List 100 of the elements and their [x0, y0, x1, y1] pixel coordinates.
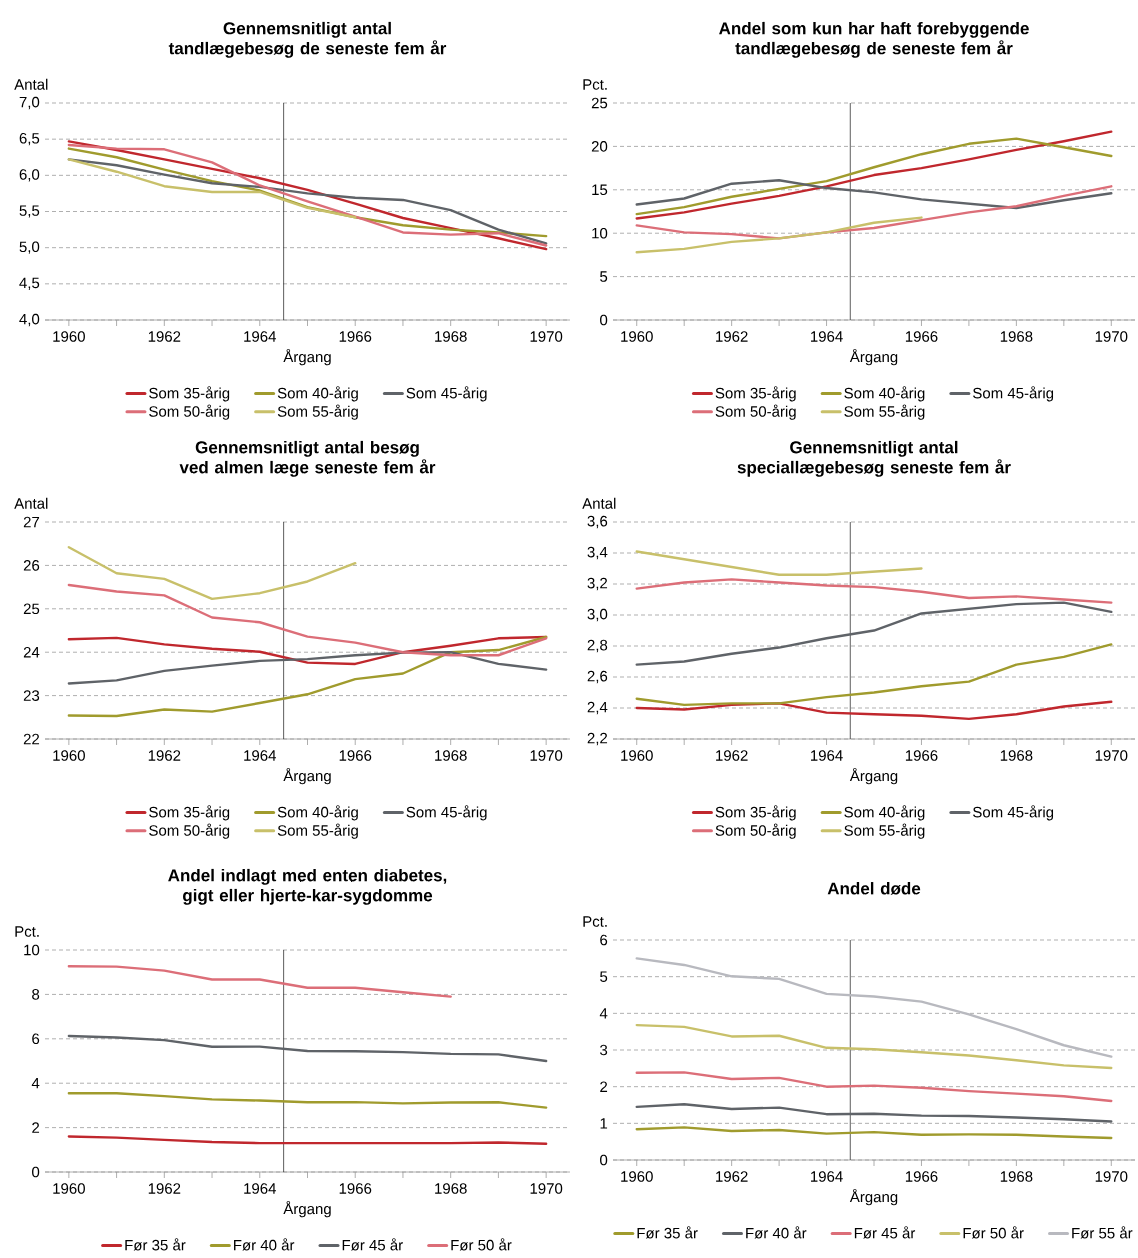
legend-label: Som 45-årig — [406, 386, 487, 402]
x-tick-label: 1968 — [435, 750, 467, 761]
x-tick-label: 1966 — [339, 750, 372, 761]
y-tick-label: 10 — [592, 227, 608, 239]
legend-label: Før 35 år — [637, 1226, 698, 1239]
y-tick-label: 2,4 — [587, 701, 608, 715]
x-tick-label: 1960 — [53, 750, 85, 761]
y-axis-title: Pct. — [583, 916, 607, 927]
y-tick-label: 26 — [23, 560, 40, 571]
y-tick-label: 4 — [31, 1078, 40, 1089]
y-tick-label: 8 — [32, 989, 40, 1000]
y-tick-label: 0 — [32, 1166, 40, 1178]
y-tick-label: 25 — [23, 603, 40, 615]
chart-title: Gennemsnitligt antal besøg ved almen læge seneste fem år — [179, 440, 436, 477]
y-tick-label: 5,0 — [19, 241, 40, 254]
chart-title: Andel døde — [827, 882, 921, 895]
y-tick-label: 3,0 — [587, 608, 608, 622]
y-tick-label: 7,0 — [19, 96, 40, 110]
y-axis-title: Antal — [14, 497, 48, 509]
y-tick-label: 10 — [24, 944, 40, 956]
legend-label: Som 50-årig — [715, 404, 796, 420]
y-tick-label: 27 — [23, 516, 40, 528]
line-series — [635, 1071, 1113, 1103]
y-tick-label: 1 — [600, 1118, 608, 1129]
x-tick-label: 1960 — [621, 1171, 653, 1182]
legend-label: Som 50-årig — [149, 823, 230, 839]
line-series — [635, 1023, 1113, 1070]
x-axis-title: Årgang — [283, 1201, 331, 1218]
line-series — [67, 1092, 548, 1109]
y-tick-label: 2,6 — [587, 670, 608, 684]
legend-label: Før 55 år — [1072, 1226, 1133, 1239]
x-axis-title: Årgang — [849, 349, 898, 366]
line-series — [67, 1034, 548, 1063]
x-tick-label: 1970 — [1095, 750, 1128, 761]
y-tick-label: 0 — [600, 314, 608, 326]
legend-label: Som 45-årig — [973, 805, 1054, 821]
chart-title: Andel som kun har haft forebyggende tandlægebesøg de seneste fem år — [719, 21, 1029, 58]
x-tick-label: 1960 — [621, 331, 653, 342]
legend-label: Som 40-årig — [277, 805, 358, 821]
legend-label: Før 50 år — [451, 1238, 512, 1251]
y-tick-label: 2,2 — [587, 732, 608, 746]
y-tick-label: 6 — [600, 934, 608, 946]
x-tick-label: 1962 — [716, 1171, 748, 1182]
x-tick-label: 1960 — [53, 1183, 85, 1194]
y-tick-label: 3 — [600, 1044, 608, 1056]
y-tick-label: 6 — [32, 1033, 40, 1045]
line-series — [67, 158, 548, 245]
legend-label: Som 35-årig — [149, 805, 230, 821]
y-tick-label: 23 — [23, 690, 40, 701]
chart-title: Gennemsnitligt antal tandlægebesøg de seneste fem år — [168, 21, 447, 58]
x-tick-label: 1964 — [811, 750, 843, 761]
x-tick-label: 1966 — [339, 1183, 372, 1194]
legend-label: Før 45 år — [854, 1226, 916, 1239]
x-axis-title: Årgang — [283, 768, 331, 785]
x-tick-label: 1968 — [1000, 750, 1033, 761]
x-tick-label: 1966 — [339, 331, 372, 342]
line-series — [67, 158, 357, 219]
x-tick-label: 1970 — [1095, 331, 1128, 342]
legend-label: Som 40-årig — [844, 805, 925, 821]
y-tick-label: 4,5 — [19, 277, 40, 290]
y-axis-title: Pct. — [583, 79, 607, 90]
chart-title: Andel indlagt med enten diabetes, gigt eller hjerte-kar-sygdomme — [168, 868, 447, 905]
legend-label: Som 40-årig — [277, 386, 358, 402]
line-series — [67, 651, 548, 685]
x-tick-label: 1966 — [905, 1171, 938, 1182]
y-axis-title: Antal — [14, 78, 48, 90]
y-tick-label: 15 — [592, 184, 608, 196]
y-tick-label: 5 — [600, 971, 608, 982]
y-tick-label: 2 — [600, 1081, 608, 1092]
x-tick-label: 1966 — [905, 331, 938, 342]
y-tick-label: 22 — [23, 733, 40, 745]
y-tick-label: 5,5 — [19, 205, 40, 218]
legend-label: Som 45-årig — [973, 386, 1054, 402]
x-tick-label: 1968 — [1000, 331, 1033, 342]
x-tick-label: 1970 — [530, 1183, 563, 1194]
x-tick-label: 1970 — [530, 331, 563, 342]
y-tick-label: 25 — [591, 97, 608, 109]
x-tick-label: 1960 — [53, 331, 85, 342]
y-tick-label: 2,8 — [587, 639, 608, 653]
line-series — [635, 957, 1113, 1058]
line-series — [67, 635, 548, 718]
legend-label: Før 40 år — [746, 1226, 807, 1239]
x-tick-label: 1966 — [905, 750, 938, 761]
x-tick-label: 1962 — [148, 331, 181, 342]
legend-label: Som 35-årig — [715, 386, 796, 402]
line-series — [67, 545, 357, 601]
legend-label: Som 55-årig — [844, 404, 925, 420]
legend-label: Som 45-årig — [406, 805, 487, 821]
x-tick-label: 1962 — [148, 750, 181, 761]
x-tick-label: 1964 — [811, 1171, 843, 1182]
x-tick-label: 1970 — [530, 750, 563, 761]
y-tick-label: 4,0 — [19, 313, 40, 327]
x-tick-label: 1960 — [621, 750, 653, 761]
line-series — [635, 643, 1113, 707]
legend-label: Som 35-årig — [149, 386, 230, 402]
x-tick-label: 1970 — [1095, 1171, 1128, 1182]
x-axis-title: Årgang — [849, 768, 898, 785]
y-tick-label: 3,6 — [587, 515, 608, 529]
x-tick-label: 1964 — [811, 331, 843, 342]
x-tick-label: 1968 — [435, 331, 467, 342]
